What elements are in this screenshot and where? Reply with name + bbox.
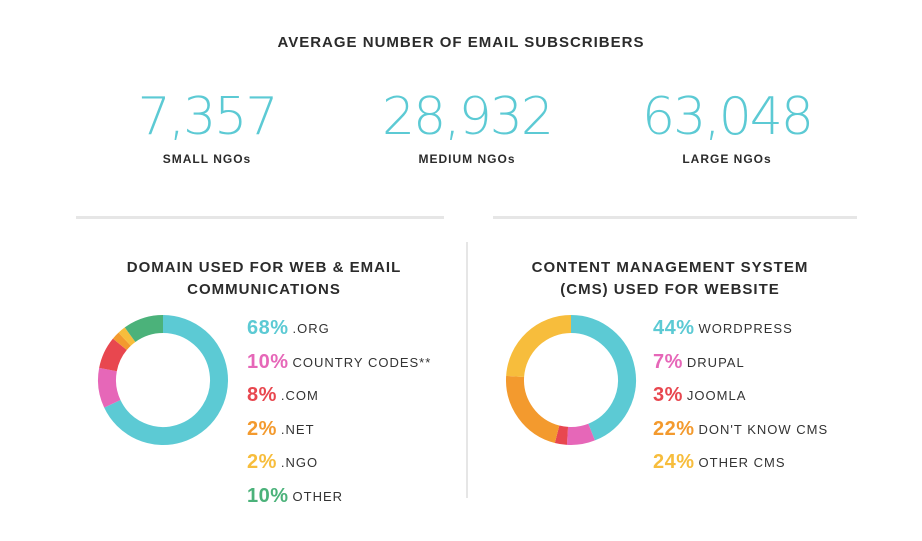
stat-label: LARGE NGOs <box>682 152 772 166</box>
cms-donut-chart <box>506 315 636 445</box>
donut-slice-org <box>104 315 228 445</box>
legend-label: COUNTRY CODES** <box>292 354 432 370</box>
stat-medium-ngos: 28,932 MEDIUM NGOs <box>367 86 567 166</box>
legend-percent: 3% <box>653 384 683 407</box>
legend-label: WORDPRESS <box>698 321 793 337</box>
legend-label: JOOMLA <box>686 388 747 404</box>
legend-item-com: 8% .COM <box>247 379 431 413</box>
donut-slice-other-cms <box>506 315 572 378</box>
legend-item-org: 68% .ORG <box>247 312 431 346</box>
donut-slice-net <box>112 332 131 351</box>
legend-label: DON'T KNOW CMS <box>698 421 829 437</box>
legend-label: .COM <box>280 388 319 404</box>
divider-vertical <box>466 242 468 498</box>
legend-item-net: 2% .NET <box>247 413 431 447</box>
domain-donut-chart <box>98 315 228 445</box>
domain-chart-title-line2: COMMUNICATIONS <box>187 281 341 298</box>
legend-percent: 24% <box>653 451 695 474</box>
legend-item-other-cms: 24% OTHER CMS <box>653 446 828 480</box>
legend-percent: 44% <box>653 317 695 340</box>
cms-chart-title-line2: (CMS) USED FOR WEBSITE <box>560 281 780 298</box>
donut-slice-wordpress <box>570 315 636 441</box>
legend-percent: 68% <box>247 317 289 340</box>
stat-label: MEDIUM NGOs <box>418 152 516 166</box>
legend-label: OTHER CMS <box>698 455 786 471</box>
stat-label: SMALL NGOs <box>162 152 252 166</box>
divider-right <box>493 216 857 219</box>
legend-item-other: 10% OTHER <box>247 480 431 514</box>
stat-small-ngos: 7,357 SMALL NGOs <box>107 86 307 166</box>
legend-item-drupal: 7% DRUPAL <box>653 346 828 380</box>
domain-chart-title: DOMAIN USED FOR WEB & EMAIL COMMUNICATIO… <box>74 257 454 301</box>
legend-percent: 2% <box>247 417 277 440</box>
donut-slice-don-t-know-cms <box>506 375 560 443</box>
legend-percent: 10% <box>247 350 289 373</box>
divider-left <box>76 216 444 219</box>
stat-large-ngos: 63,048 LARGE NGOs <box>627 86 827 166</box>
legend-label: .NET <box>280 421 315 437</box>
donut-slice-com <box>99 338 128 372</box>
cms-chart-title: CONTENT MANAGEMENT SYSTEM (CMS) USED FOR… <box>480 257 860 301</box>
legend-percent: 8% <box>247 384 277 407</box>
stat-value: 7,357 <box>137 87 279 147</box>
donut-slice-other <box>124 315 164 343</box>
cms-legend: 44% WORDPRESS 7% DRUPAL 3% JOOMLA 22% DON'T KNO… <box>653 312 828 480</box>
stat-value: 63,048 <box>642 87 814 147</box>
legend-label: .NGO <box>280 455 319 471</box>
donut-slice-country-codes <box>98 367 121 408</box>
legend-percent: 7% <box>653 350 683 373</box>
legend-label: OTHER <box>292 488 344 504</box>
legend-percent: 10% <box>247 484 289 507</box>
legend-item-don-t-know-cms: 22% DON'T KNOW CMS <box>653 413 828 447</box>
legend-item-ngo: 2% .NGO <box>247 446 431 480</box>
donut-slice-drupal <box>566 423 595 445</box>
cms-chart-title-line1: CONTENT MANAGEMENT SYSTEM <box>531 259 809 276</box>
legend-label: .ORG <box>292 321 330 337</box>
legend-item-country-codes: 10% COUNTRY CODES** <box>247 346 431 380</box>
donut-slice-joomla <box>554 425 569 445</box>
main-title: AVERAGE NUMBER OF EMAIL SUBSCRIBERS <box>277 34 645 51</box>
legend-label: DRUPAL <box>686 354 745 370</box>
legend-item-wordpress: 44% WORDPRESS <box>653 312 828 346</box>
domain-legend: 68% .ORG 10% COUNTRY CODES** 8% .COM 2% .NET 2%.… <box>247 312 431 513</box>
legend-item-joomla: 3% JOOMLA <box>653 379 828 413</box>
donut-slice-ngo <box>118 327 136 346</box>
domain-chart-title-line1: DOMAIN USED FOR WEB & EMAIL <box>126 259 402 276</box>
legend-percent: 2% <box>247 451 277 474</box>
legend-percent: 22% <box>653 417 695 440</box>
stat-value: 28,932 <box>382 87 554 147</box>
